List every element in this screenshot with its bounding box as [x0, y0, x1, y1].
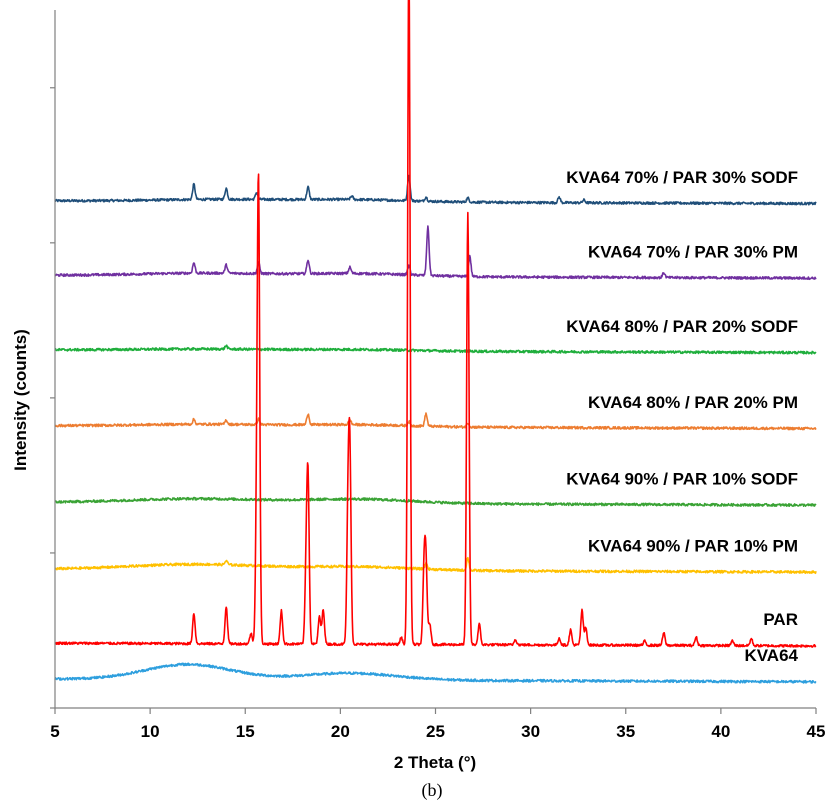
series-line-5: [55, 558, 816, 574]
series-layer: [55, 0, 816, 683]
x-tick-label: 10: [141, 722, 160, 741]
series-label-3: KVA64 80% / PAR 20% PM: [588, 393, 798, 412]
x-tick-label: 40: [711, 722, 730, 741]
x-axis-title: 2 Theta (°): [394, 753, 476, 772]
series-label-1: KVA64 70% / PAR 30% PM: [588, 242, 798, 261]
y-ticks: [50, 88, 55, 708]
series-label-7: KVA64: [744, 646, 798, 665]
series-label-5: KVA64 90% / PAR 10% PM: [588, 536, 798, 555]
y-axis-title: Intensity (counts): [11, 329, 30, 471]
x-tick-label: 15: [236, 722, 255, 741]
series-labels: KVA64 70% / PAR 30% SODF KVA64 70% / PAR …: [566, 168, 798, 665]
x-tick-label: 35: [616, 722, 635, 741]
axes-layer: [55, 10, 816, 708]
series-label-0: KVA64 70% / PAR 30% SODF: [566, 168, 798, 187]
x-ticks: 5 10 15 20 25 30 35 40 45: [50, 708, 825, 741]
series-line-2: [55, 345, 816, 354]
x-tick-label: 5: [50, 722, 59, 741]
x-tick-label: 20: [331, 722, 350, 741]
series-line-4: [55, 498, 816, 507]
series-label-4: KVA64 90% / PAR 10% SODF: [566, 469, 798, 488]
x-tick-label: 30: [521, 722, 540, 741]
series-line-3: [55, 413, 816, 430]
series-label-2: KVA64 80% / PAR 20% SODF: [566, 317, 798, 336]
figure-caption: (b): [422, 780, 443, 801]
x-tick-label: 45: [807, 722, 826, 741]
series-label-6: PAR: [763, 610, 798, 629]
series-line-7: [55, 663, 816, 683]
x-tick-label: 25: [426, 722, 445, 741]
